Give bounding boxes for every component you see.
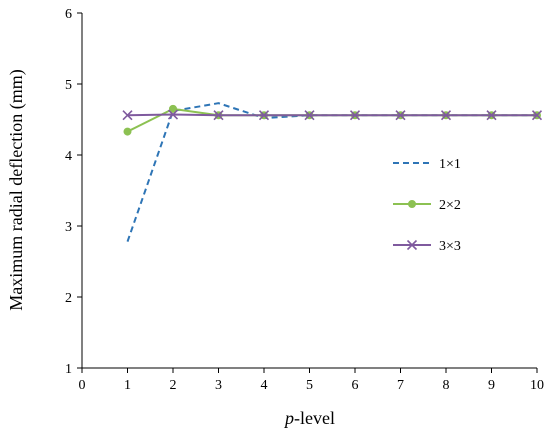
series-line-3: [127, 113, 537, 117]
x-tick-label: 0: [79, 378, 86, 393]
marker-stroke: [349, 110, 361, 121]
y-tick-label: 4: [65, 149, 72, 164]
series-line-1: [126, 102, 537, 242]
series-line-2: [127, 107, 537, 133]
legend: 1×1 2×2 3×3: [393, 157, 461, 254]
x-axis-title: p-level: [283, 408, 335, 428]
data-point-3: [258, 110, 270, 121]
marker-stroke: [440, 110, 452, 121]
y-tick-label: 2: [65, 291, 72, 306]
marker-stroke: [258, 110, 270, 121]
x-tick-label: 8: [443, 378, 450, 393]
data-point-3: [440, 110, 452, 121]
marker-stroke: [531, 110, 543, 121]
marker-stroke: [486, 110, 497, 121]
x-tick-labels: 0 1 2 3 4 5 6 7 8 9 10: [79, 378, 545, 393]
marker-stroke: [213, 110, 224, 121]
legend-marker-2: [408, 200, 416, 208]
data-point-3: [486, 110, 497, 121]
x-tick-label: 4: [261, 378, 268, 393]
marker-stroke: [167, 109, 179, 120]
marker-stroke: [304, 110, 315, 121]
y-tick-label: 6: [65, 7, 72, 22]
x-tick-label: 7: [397, 378, 404, 393]
y-tick-label: 3: [65, 220, 72, 235]
data-point-3: [349, 110, 361, 121]
x-tick-label: 10: [530, 378, 544, 393]
y-tick-label: 5: [65, 78, 72, 93]
marker-stroke: [395, 110, 406, 121]
x-axis-title-rest: -level: [294, 408, 335, 428]
legend-label-3: 3×3: [439, 239, 461, 254]
marker-stroke: [406, 239, 418, 251]
y-tick-labels: 1 2 3 4 5 6: [65, 7, 72, 377]
legend-label-2: 2×2: [439, 198, 461, 213]
data-point-2: [169, 104, 177, 113]
x-tick-label: 3: [215, 378, 222, 393]
x-tick-label: 9: [488, 378, 495, 393]
y-axis-title: Maximum radial deflection (mm): [6, 69, 27, 310]
x-tick-label: 2: [170, 378, 177, 393]
data-point-3: [531, 110, 543, 121]
data-point-3: [167, 109, 179, 120]
data-point-3: [395, 110, 406, 121]
x-tick-label: 6: [352, 378, 359, 393]
legend-label-1: 1×1: [439, 157, 461, 172]
data-point-2: [123, 127, 132, 136]
y-tick-label: 1: [65, 362, 72, 377]
data-point-3: [122, 110, 133, 121]
x-axis-title-italic: p: [283, 408, 294, 428]
data-point-3: [304, 110, 315, 121]
marker-stroke: [122, 110, 133, 121]
x-tick-label: 5: [306, 378, 313, 393]
series-lines: [122, 102, 543, 242]
axes: [77, 12, 538, 373]
x-tick-label: 1: [124, 378, 131, 393]
legend-marker-3: [406, 239, 418, 251]
data-point-3: [213, 110, 224, 121]
